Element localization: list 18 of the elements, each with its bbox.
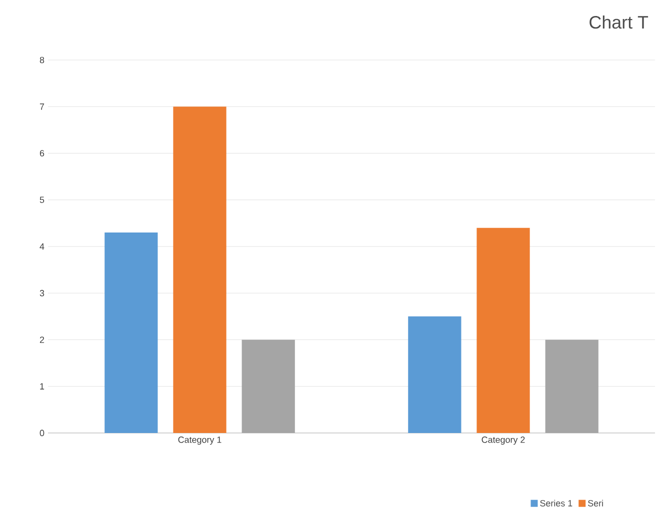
bar xyxy=(173,106,226,433)
y-tick-label: 7 xyxy=(40,104,44,110)
y-tick-label: 2 xyxy=(40,336,44,343)
bar xyxy=(408,316,462,433)
legend-label: Series 1 xyxy=(540,500,572,506)
y-tick-label: 8 xyxy=(40,56,44,64)
x-tick-label: Category 2 xyxy=(482,436,525,445)
y-tick-label: 1 xyxy=(40,383,44,390)
x-tick-label: Category 1 xyxy=(178,436,222,445)
legend-label: Seri xyxy=(588,500,603,506)
bar xyxy=(104,232,158,433)
chart-title: Chart T xyxy=(590,16,648,29)
y-tick-label: 5 xyxy=(40,196,44,203)
y-tick-label: 3 xyxy=(40,290,44,296)
bar xyxy=(476,228,530,433)
y-tick-label: 0 xyxy=(40,430,44,436)
y-tick-label: 4 xyxy=(40,243,44,250)
y-tick-label: 6 xyxy=(40,150,44,156)
